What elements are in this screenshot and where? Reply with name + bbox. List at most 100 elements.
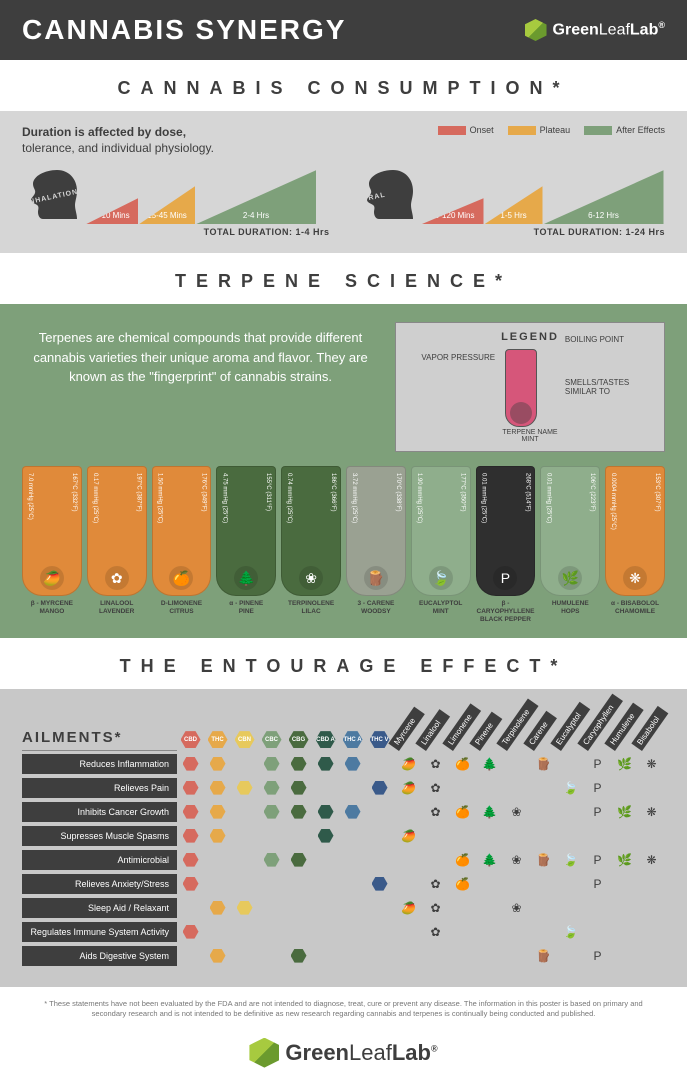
terp-cell: 🌲	[476, 753, 503, 775]
cann-cell	[177, 753, 204, 775]
terp-cell	[476, 897, 503, 919]
terp-cell: 🍊	[449, 753, 476, 775]
terpene-icon: ❋	[623, 566, 647, 590]
cann-cell	[231, 825, 258, 847]
terp-cell	[422, 849, 449, 871]
terp-cell	[422, 825, 449, 847]
cann-cell	[366, 801, 393, 823]
terp-cell	[557, 753, 584, 775]
terp-cell: P	[584, 753, 611, 775]
terp-cell	[530, 825, 557, 847]
cann-cell	[312, 945, 339, 967]
terp-cell: ✿	[422, 801, 449, 823]
terpene-tube: 7.0 mmHg (25°C) 167°C (332°F) 🥭 β - MYRC…	[22, 466, 82, 623]
terpene-tube: 4.75 mmHg (25°C) 155°C (311°F) 🌲 α - PIN…	[216, 466, 276, 623]
terp-cell: 🥭	[395, 777, 422, 799]
terp-cell	[611, 921, 638, 943]
terp-cell: ❀	[503, 849, 530, 871]
cann-cell	[285, 849, 312, 871]
cann-cell	[285, 945, 312, 967]
terp-cell	[395, 873, 422, 895]
cann-cell	[204, 753, 231, 775]
terp-cell	[557, 945, 584, 967]
terpene-icon: 🥭	[40, 566, 64, 590]
cannabinoid-header: CBD A	[312, 729, 339, 751]
terpene-icon: 🪵	[364, 566, 388, 590]
cann-cell	[177, 801, 204, 823]
terp-cell	[476, 825, 503, 847]
terp-cell: 🪵	[530, 753, 557, 775]
terpene-icon: 🍊	[169, 566, 193, 590]
ailment-row: Inhibits Cancer Growth ✿🍊🌲❀P🌿❋	[22, 801, 665, 823]
terp-cell	[638, 777, 665, 799]
terp-cell	[530, 777, 557, 799]
cannabinoid-header: CBC	[258, 729, 285, 751]
section-title-terpene: TERPENE SCIENCE*	[0, 253, 687, 304]
cann-cell	[339, 897, 366, 919]
terp-cell	[395, 849, 422, 871]
cann-cell	[204, 777, 231, 799]
cannabinoid-header: THC A	[339, 729, 366, 751]
terp-cell	[476, 873, 503, 895]
terp-cell	[503, 777, 530, 799]
phase-legend: OnsetPlateauAfter Effects	[438, 125, 665, 135]
head-icon: ORAL	[358, 168, 420, 224]
cann-cell	[231, 801, 258, 823]
terp-cell	[395, 921, 422, 943]
terp-cell: 🌲	[476, 801, 503, 823]
cann-cell	[177, 897, 204, 919]
cann-cell	[258, 945, 285, 967]
terp-cell: ❋	[638, 801, 665, 823]
cann-cell	[339, 825, 366, 847]
cann-cell	[312, 897, 339, 919]
ailment-row: Aids Digestive System 🪵P	[22, 945, 665, 967]
terp-cell	[395, 801, 422, 823]
terp-cell: ✿	[422, 873, 449, 895]
entourage-header: AILMENTS* CBDTHCCBNCBCCBGCBD ATHC ATHC V…	[22, 699, 665, 751]
cann-cell	[258, 777, 285, 799]
cann-cell	[231, 849, 258, 871]
cann-cell	[285, 921, 312, 943]
terp-cell	[557, 801, 584, 823]
terp-cell	[557, 873, 584, 895]
duration-note: Duration is affected by dose, tolerance,…	[22, 125, 214, 156]
terp-cell	[503, 825, 530, 847]
terp-cell	[449, 945, 476, 967]
terp-cell: 🪵	[530, 945, 557, 967]
cann-cell	[258, 849, 285, 871]
cann-cell	[285, 801, 312, 823]
terpene-icon: 🌲	[234, 566, 258, 590]
terp-cell: ❋	[638, 753, 665, 775]
terp-cell: ❀	[503, 801, 530, 823]
terp-cell: 🍃	[557, 849, 584, 871]
terp-cell: 🥭	[395, 825, 422, 847]
cann-cell	[339, 921, 366, 943]
cannabinoid-header: THC V	[366, 729, 393, 751]
terp-cell	[611, 777, 638, 799]
legend-item: After Effects	[584, 125, 665, 135]
terp-cell	[530, 897, 557, 919]
phase-bars: 0-10 Mins15-45 Mins2-4 Hrs	[86, 168, 330, 224]
terp-cell: 🌲	[476, 849, 503, 871]
cann-cell	[231, 753, 258, 775]
cann-cell	[204, 801, 231, 823]
cann-cell	[258, 921, 285, 943]
cann-cell	[204, 849, 231, 871]
cann-cell	[204, 945, 231, 967]
ailment-row: Relieves Pain 🥭✿🍃P	[22, 777, 665, 799]
cube-icon	[249, 1038, 279, 1068]
terp-cell	[503, 873, 530, 895]
cann-cell	[312, 873, 339, 895]
terpene-icon: ✿	[105, 566, 129, 590]
terpene-legend: VAPOR PRESSURE LEGEND TERPENE NAME MINT …	[395, 322, 665, 452]
cann-cell	[231, 873, 258, 895]
terp-cell	[584, 921, 611, 943]
terp-cell: ❋	[638, 849, 665, 871]
cann-cell	[366, 849, 393, 871]
cann-cell	[231, 777, 258, 799]
ailment-row: Supresses Muscle Spasms 🥭	[22, 825, 665, 847]
cannabinoid-header: THC	[204, 729, 231, 751]
cube-icon	[525, 19, 547, 41]
cann-cell	[339, 753, 366, 775]
cann-cell	[204, 825, 231, 847]
